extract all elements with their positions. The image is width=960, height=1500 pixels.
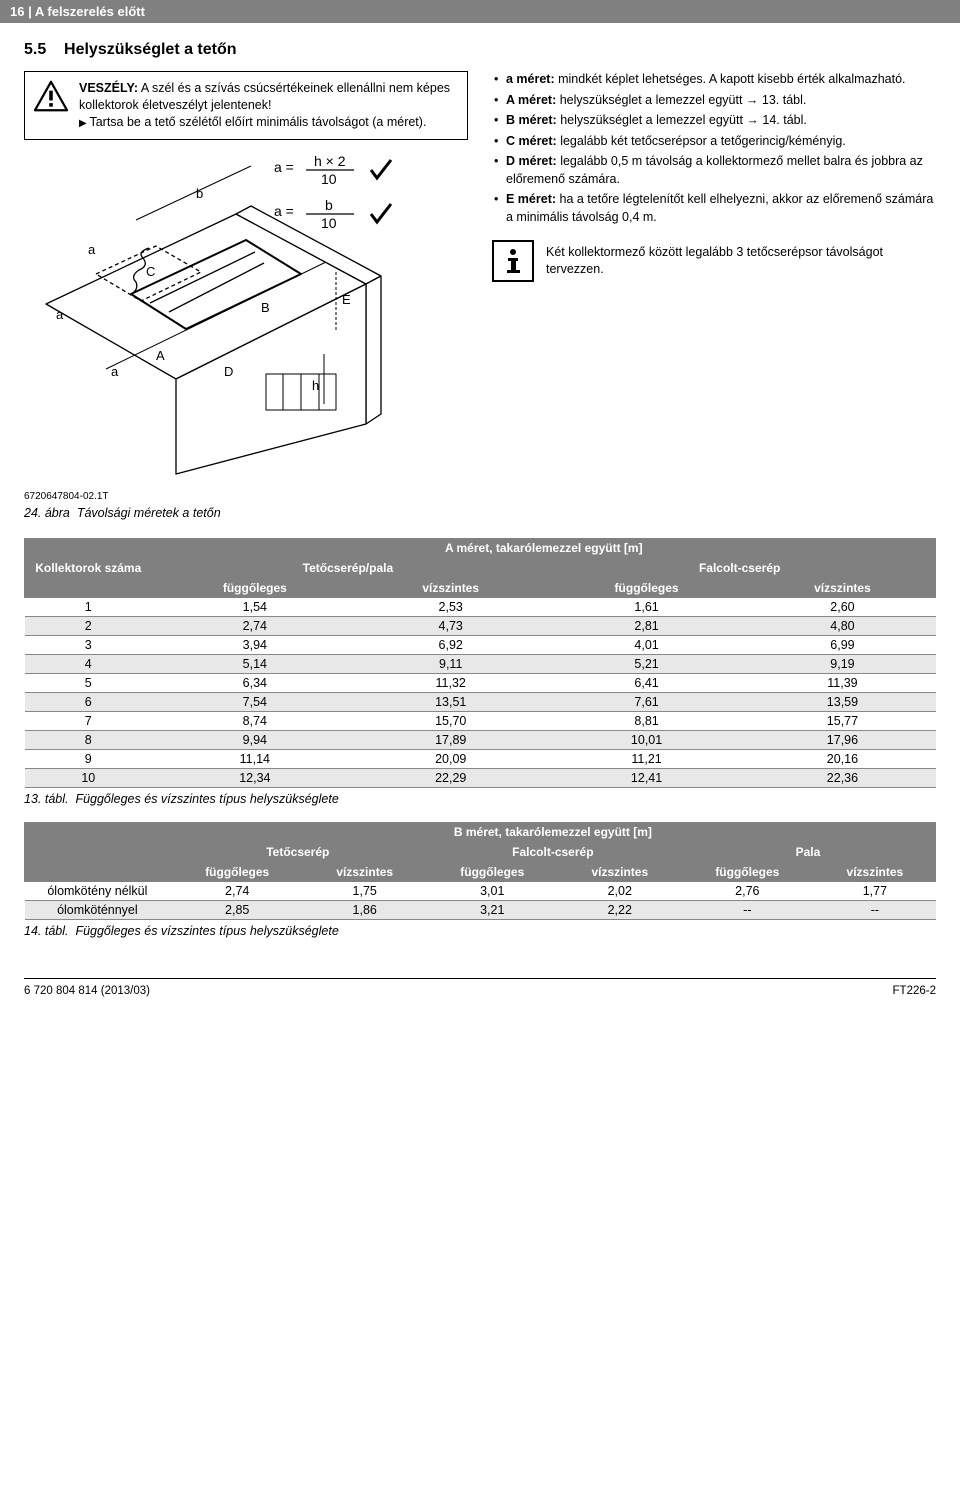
page-number: 16	[10, 4, 24, 19]
svg-text:10: 10	[321, 171, 337, 187]
warning-text: VESZÉLY: A szél és a szívás csúcsértékei…	[79, 80, 459, 131]
legend-item: C méret: legalább két tetőcserépsor a te…	[492, 133, 936, 151]
warning-icon	[33, 80, 69, 112]
header-section: A felszerelés előtt	[35, 4, 145, 19]
svg-text:D: D	[224, 364, 233, 379]
table-row: 1012,3422,2912,4122,36	[25, 768, 936, 787]
svg-text:E: E	[342, 292, 351, 307]
svg-text:h × 2: h × 2	[314, 154, 346, 169]
svg-text:A: A	[156, 348, 165, 363]
figure-24-caption: 24. ábra Távolsági méretek a tetőn	[24, 506, 936, 520]
info-box: Két kollektormező között legalább 3 tető…	[492, 240, 936, 282]
table-row: 89,9417,8910,0117,96	[25, 730, 936, 749]
svg-text:b: b	[325, 197, 333, 213]
svg-text:b: b	[196, 186, 203, 201]
warning-box: VESZÉLY: A szél és a szívás csúcsértékei…	[24, 71, 468, 140]
table-row: 67,5413,517,6113,59	[25, 692, 936, 711]
page-footer: 6 720 804 814 (2013/03) FT226-2	[24, 978, 936, 1007]
table-14-caption: 14. tábl. Függőleges és vízszintes típus…	[24, 924, 936, 938]
diagram-code: 6720647804-02.1T	[24, 491, 936, 502]
page-header: 16 | A felszerelés előtt	[0, 0, 960, 23]
info-text: Két kollektormező között legalább 3 tető…	[546, 244, 936, 278]
svg-text:a: a	[88, 242, 96, 257]
legend-item: D méret: legalább 0,5 m távolság a kolle…	[492, 153, 936, 188]
footer-left: 6 720 804 814 (2013/03)	[24, 985, 150, 997]
table-14: B méret, takarólemezzel együtt [m] Tetőc…	[24, 822, 936, 920]
table-row: 56,3411,326,4111,39	[25, 673, 936, 692]
svg-text:a =: a =	[274, 159, 294, 175]
legend-item: A méret: helyszükséglet a lemezzel együt…	[492, 92, 936, 110]
table-row: 45,149,115,219,19	[25, 654, 936, 673]
svg-text:a: a	[111, 364, 119, 379]
col-header: Kollektorok száma	[25, 538, 153, 598]
table-row: 22,744,732,814,80	[25, 616, 936, 635]
info-icon	[492, 240, 534, 282]
legend-item: B méret: helyszükséglet a lemezzel együt…	[492, 112, 936, 130]
table-row: ólomkötény nélkül2,741,753,012,022,761,7…	[25, 882, 936, 901]
table-row: 78,7415,708,8115,77	[25, 711, 936, 730]
legend-item: E méret: ha a tetőre légtelenítőt kell e…	[492, 191, 936, 226]
table-row: 33,946,924,016,99	[25, 635, 936, 654]
legend-item: a méret: mindkét képlet lehetséges. A ka…	[492, 71, 936, 89]
svg-text:a =: a =	[274, 203, 294, 219]
footer-right: FT226-2	[893, 985, 936, 997]
table-row: ólomköténnyel2,851,863,212,22----	[25, 900, 936, 919]
svg-text:h: h	[312, 378, 319, 393]
table-row: 11,542,531,612,60	[25, 598, 936, 617]
roof-diagram: a = h × 2 10 a = b 10	[24, 154, 468, 487]
table-title: B méret, takarólemezzel együtt [m]	[170, 822, 935, 842]
table-13: Kollektorok száma A méret, takarólemezze…	[24, 538, 936, 788]
table-row: 911,1420,0911,2120,16	[25, 749, 936, 768]
table-13-caption: 13. tábl. Függőleges és vízszintes típus…	[24, 792, 936, 806]
svg-text:a: a	[56, 307, 64, 322]
section-title: 5.5 Helyszükséglet a tetőn	[24, 41, 936, 59]
table-title: A méret, takarólemezzel együtt [m]	[152, 538, 935, 558]
dimension-legend: a méret: mindkét képlet lehetséges. A ka…	[492, 71, 936, 226]
svg-text:10: 10	[321, 215, 337, 231]
svg-text:C: C	[146, 264, 155, 279]
svg-text:B: B	[261, 300, 270, 315]
